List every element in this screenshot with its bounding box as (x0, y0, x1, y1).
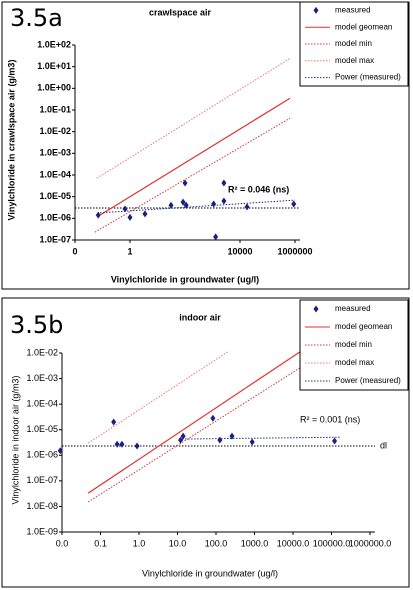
legend-label: model max (335, 56, 374, 65)
data-point (95, 211, 101, 219)
legend-label: model min (335, 39, 372, 48)
legend-label: model max (335, 358, 374, 367)
chart-panel: 3.5a crawlspace air 1.0E-07 1.0E-06 1.0E-05 1… (1, 1, 410, 290)
data-point (229, 432, 235, 440)
panel-border (1, 297, 410, 588)
y-tick-label: 1.0E+02 (37, 39, 71, 49)
data-point (213, 233, 219, 241)
data-point (210, 414, 216, 422)
model-line (99, 199, 296, 214)
model-line (87, 351, 228, 444)
model-line (99, 97, 291, 216)
x-tick-label: 1 (127, 246, 132, 256)
x-tick-label: 0.0 (56, 538, 69, 548)
x-tick-label: 1000000.0 (349, 538, 392, 548)
y-axis-label: Vinylchloride in crawlspace air (g/m3) (6, 60, 16, 221)
legend-label: model geomean (335, 322, 392, 331)
data-point (221, 197, 227, 205)
x-tick-label: 1.0 (133, 538, 146, 548)
legend-label: Power (measured) (335, 376, 401, 385)
data-point (57, 447, 63, 455)
x-tick-label: 0 (72, 246, 77, 256)
y-tick-label: 1.0E-06 (26, 450, 58, 460)
x-axis-label: Vinylchloride in groundwater (ug/l) (142, 568, 278, 578)
legend-label: Power (measured) (335, 73, 401, 82)
data-point (221, 179, 227, 187)
model-line (96, 58, 291, 179)
data-point (134, 442, 140, 450)
data-point (180, 198, 186, 206)
y-tick-label: 1.0E-02 (26, 347, 58, 357)
y-axis-label: Vinylchloride in indoor air (g/m3) (10, 376, 20, 505)
x-axis-label: Vinylchloride in groundwater (ug/l) (111, 274, 259, 284)
x-tick-label: 100000.0 (313, 538, 351, 548)
data-point (142, 210, 148, 218)
data-point (244, 203, 250, 211)
chart-panel: 3.5b indoor air 1.0E-09 1.0E-08 1.0E-07 1.0E-… (1, 297, 410, 588)
model-line (87, 351, 301, 494)
x-tick-label: 10.0 (169, 538, 187, 548)
data-point (249, 438, 255, 446)
legend-label: measured (335, 304, 371, 313)
legend-marker (313, 305, 319, 313)
detection-limit-label: dl (380, 440, 387, 450)
x-tick-label: 10000.0 (277, 538, 310, 548)
data-point (180, 432, 186, 440)
y-tick-label: 1.0E-07 (26, 475, 58, 485)
x-tick-label: 100.0 (205, 538, 228, 548)
data-point (332, 437, 338, 445)
model-line (179, 436, 341, 440)
y-tick-label: 1.0E-03 (26, 373, 58, 383)
data-point (178, 436, 184, 444)
data-point (211, 200, 217, 208)
r2-annotation: R² = 0.001 (ns) (300, 414, 360, 424)
y-tick-label: 1.0E-09 (26, 526, 58, 536)
x-tick-label: 1000000 (277, 246, 312, 256)
y-tick-label: 1.0E-04 (39, 169, 71, 179)
legend-label: model min (335, 340, 372, 349)
panel-border (1, 1, 410, 290)
model-line (94, 117, 291, 233)
data-point (182, 179, 188, 187)
data-point (119, 440, 125, 448)
data-point (122, 205, 128, 213)
legend-marker (313, 6, 319, 14)
y-tick-label: 1.0E+01 (37, 61, 71, 71)
y-tick-label: 1.0E+00 (37, 83, 71, 93)
data-point (114, 440, 120, 448)
chart-title: crawlspace air (149, 7, 212, 17)
y-tick-label: 1.0E-07 (39, 234, 71, 244)
x-tick-label: 1000.0 (241, 538, 269, 548)
data-point (217, 436, 223, 444)
y-tick-label: 1.0E-03 (39, 148, 71, 158)
data-point (291, 200, 297, 208)
x-tick-label: 10000 (227, 246, 252, 256)
x-tick-label: 0.1 (94, 538, 107, 548)
y-tick-label: 1.0E-05 (26, 424, 58, 434)
chart-title: indoor air (179, 312, 221, 322)
legend-label: model geomean (335, 22, 392, 31)
legend-label: measured (335, 6, 371, 15)
y-tick-label: 1.0E-01 (39, 104, 71, 114)
r2-annotation: R² = 0.046 (ns) (228, 184, 289, 194)
y-tick-label: 1.0E-02 (39, 126, 71, 136)
y-tick-label: 1.0E-04 (26, 399, 58, 409)
model-line (87, 367, 301, 503)
panel-label: 3.5a (10, 4, 63, 32)
data-point (127, 213, 133, 221)
y-tick-label: 1.0E-06 (39, 213, 71, 223)
panel-label: 3.5b (10, 311, 63, 339)
data-point (111, 418, 117, 426)
y-tick-label: 1.0E-08 (26, 501, 58, 511)
data-point (168, 201, 174, 209)
y-tick-label: 1.0E-05 (39, 191, 71, 201)
